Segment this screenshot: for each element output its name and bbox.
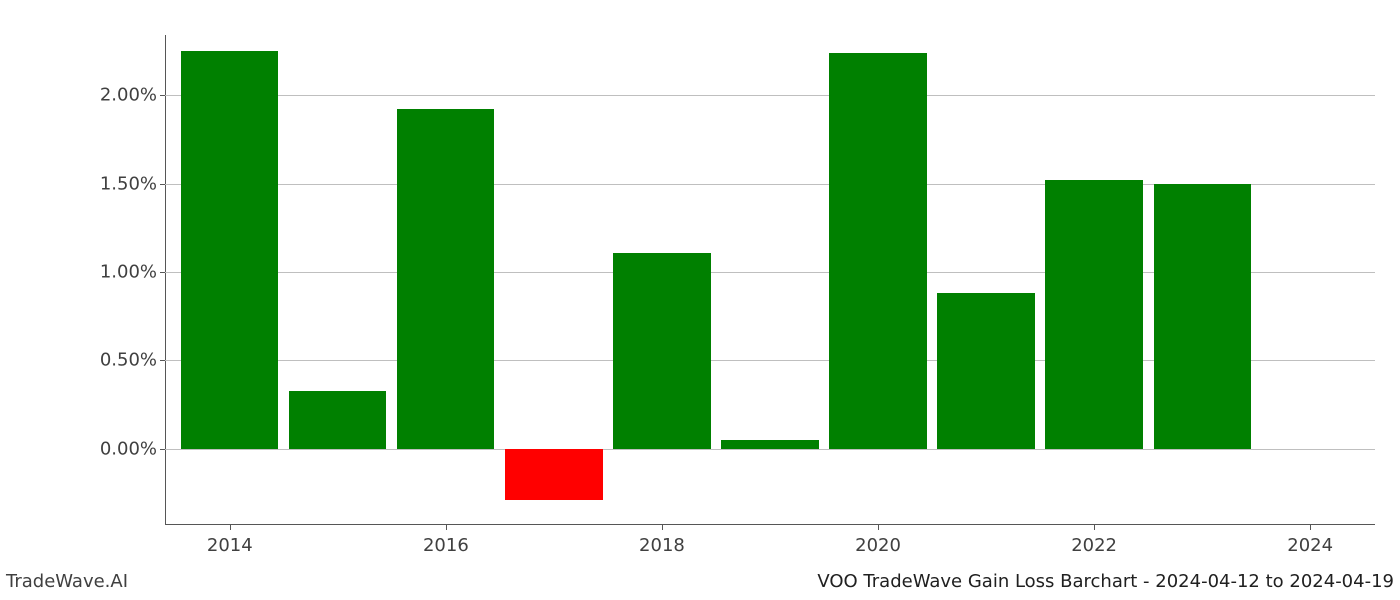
bar [505, 449, 602, 500]
y-tick-label: 0.00% [100, 438, 157, 459]
bar [1045, 180, 1142, 449]
bar [397, 109, 494, 449]
x-tick-label: 2016 [423, 535, 469, 556]
y-tick-mark [160, 360, 165, 361]
x-tick-mark [446, 525, 447, 530]
y-tick-mark [160, 449, 165, 450]
y-tick-label: 2.00% [100, 85, 157, 106]
x-axis-spine [165, 524, 1375, 525]
x-tick-label: 2022 [1071, 535, 1117, 556]
y-tick-label: 1.00% [100, 262, 157, 283]
x-tick-mark [662, 525, 663, 530]
bar [289, 391, 386, 449]
x-tick-label: 2024 [1287, 535, 1333, 556]
bar [829, 53, 926, 449]
y-tick-label: 0.50% [100, 350, 157, 371]
plot-area: 0.00%0.50%1.00%1.50%2.00%201420162018202… [165, 35, 1375, 525]
bar [937, 293, 1034, 449]
footer-caption: VOO TradeWave Gain Loss Barchart - 2024-… [817, 571, 1394, 592]
footer-brand: TradeWave.AI [6, 571, 128, 592]
x-tick-label: 2020 [855, 535, 901, 556]
bar [613, 253, 710, 449]
y-axis-spine [165, 35, 166, 525]
bar [181, 51, 278, 449]
x-tick-mark [878, 525, 879, 530]
x-tick-mark [1094, 525, 1095, 530]
bar [721, 440, 818, 449]
y-tick-mark [160, 184, 165, 185]
x-tick-mark [230, 525, 231, 530]
y-tick-label: 1.50% [100, 173, 157, 194]
bar [1154, 184, 1251, 449]
x-tick-label: 2018 [639, 535, 685, 556]
x-tick-label: 2014 [207, 535, 253, 556]
y-tick-mark [160, 272, 165, 273]
y-tick-mark [160, 95, 165, 96]
x-tick-mark [1310, 525, 1311, 530]
y-gridline [165, 95, 1375, 96]
y-gridline [165, 449, 1375, 450]
